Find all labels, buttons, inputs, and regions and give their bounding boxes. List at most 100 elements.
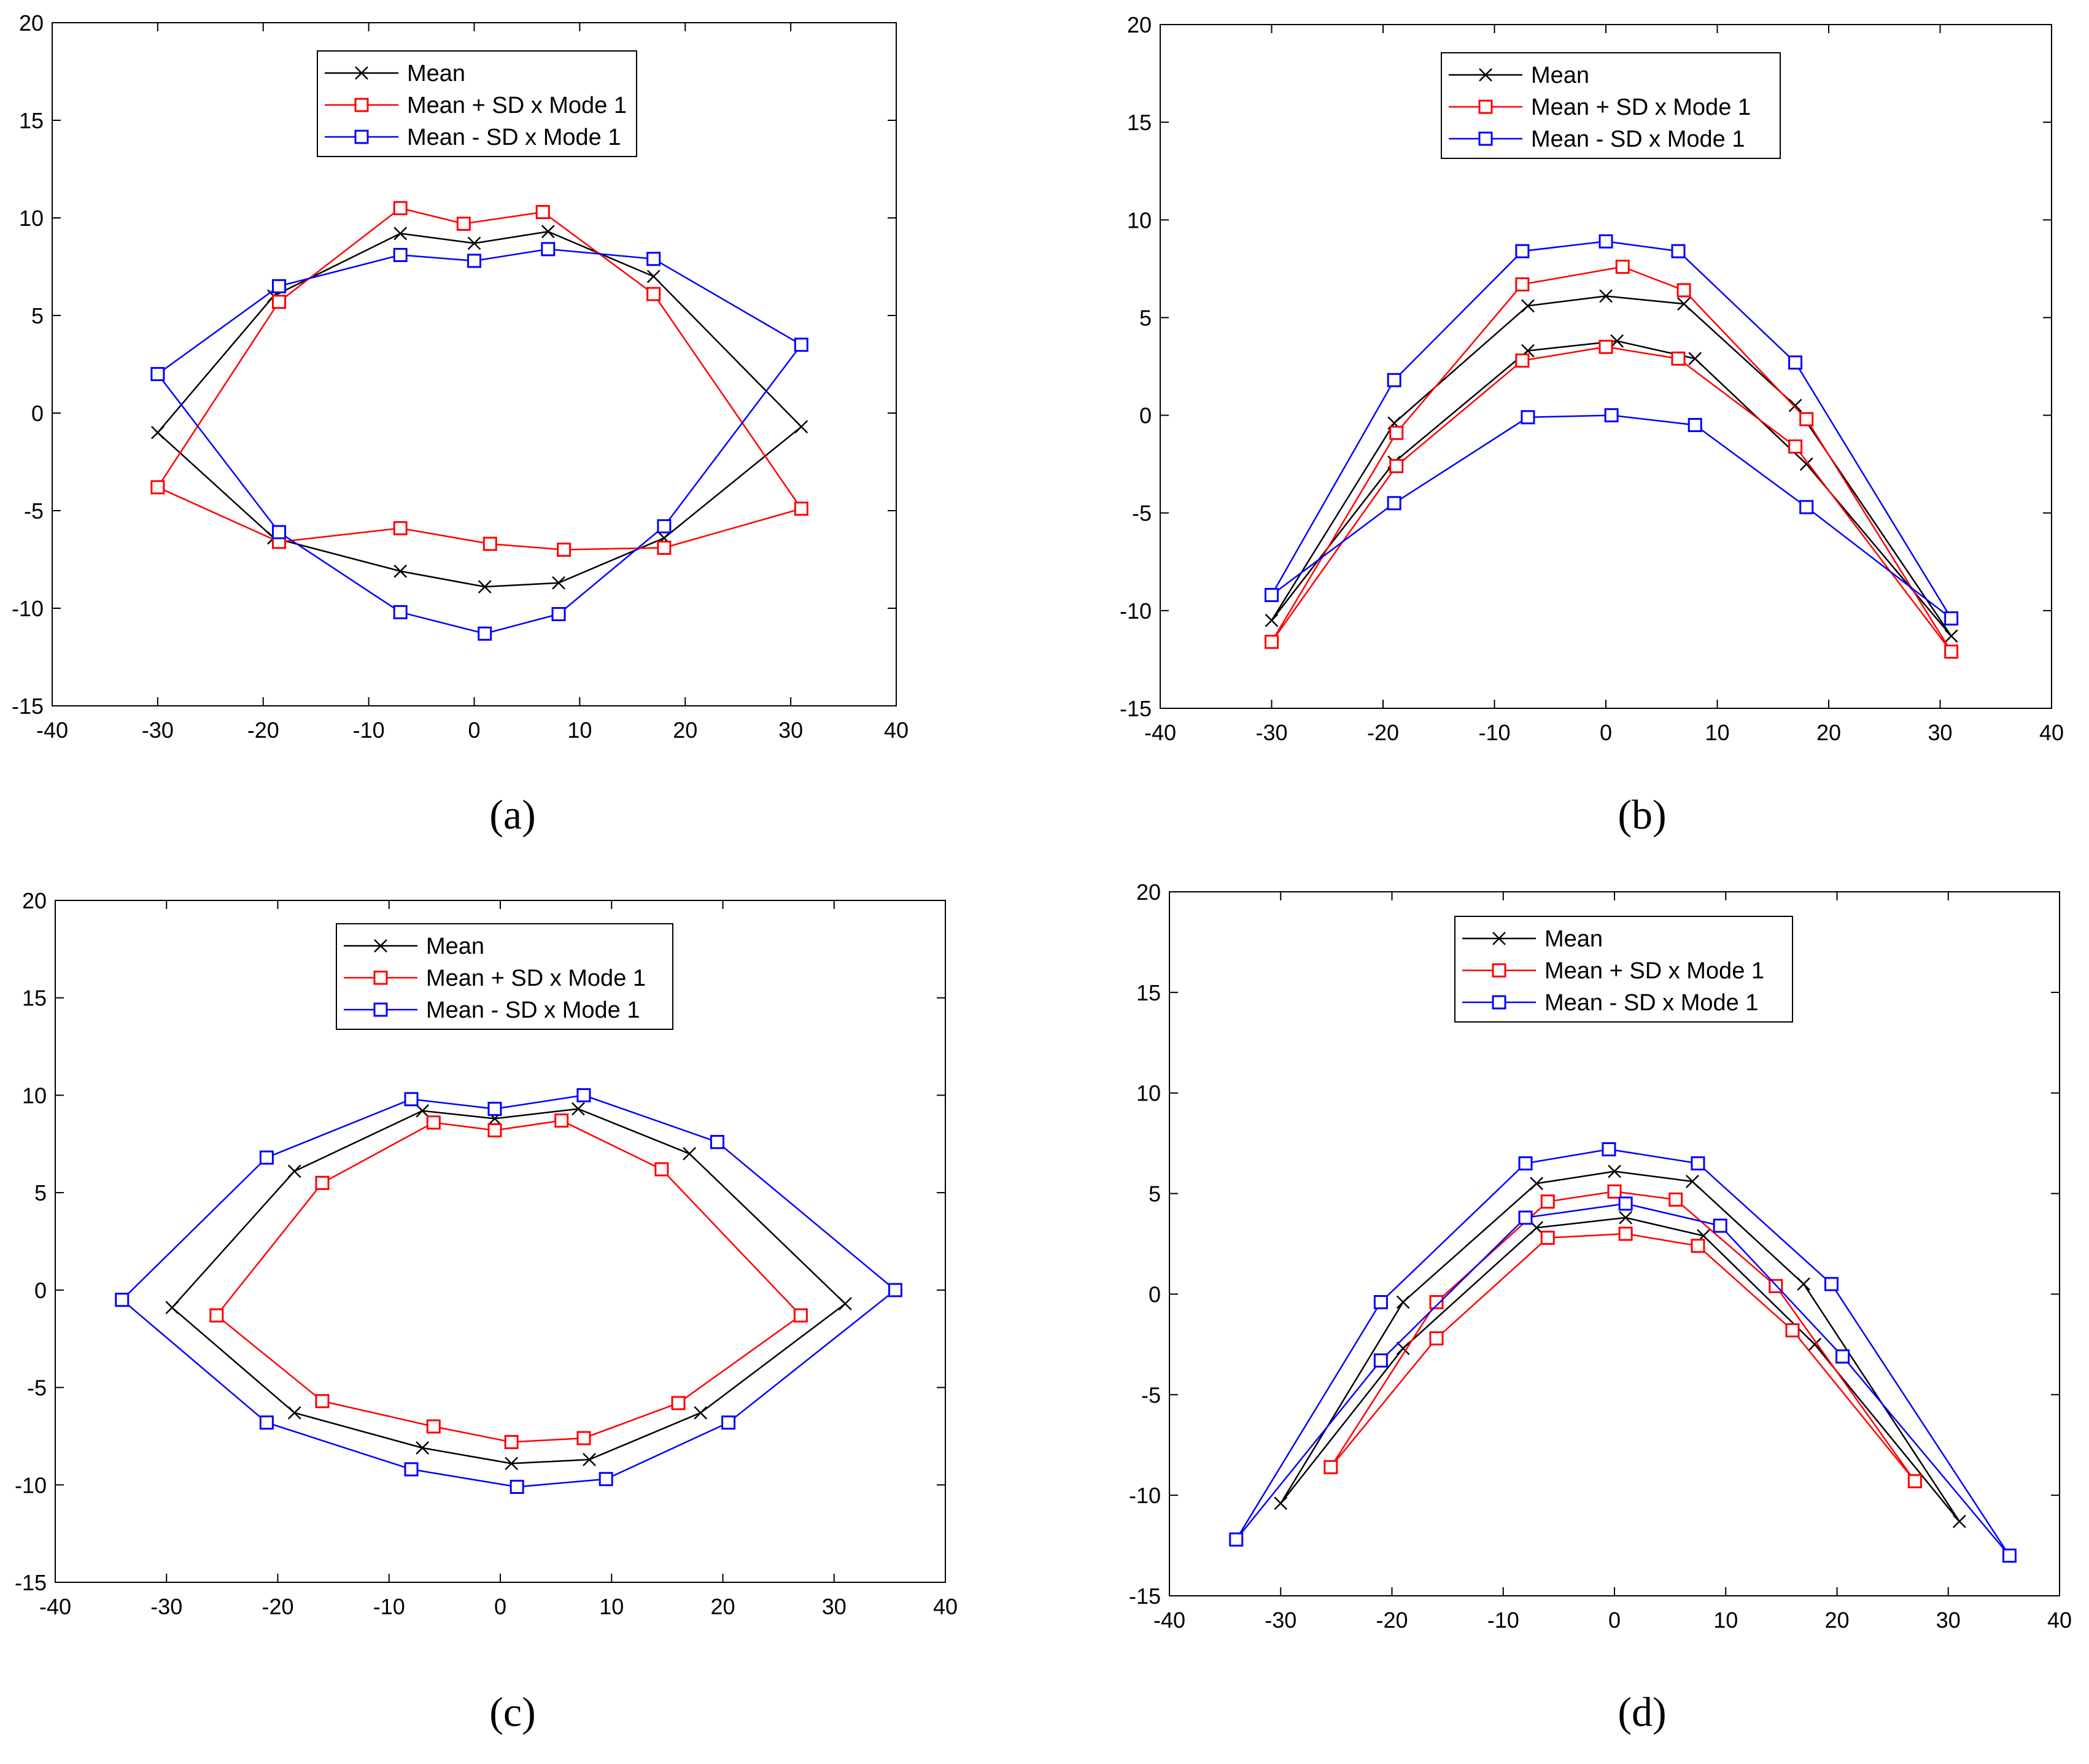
panel-d: -40 -30 -20 -10 0 10 20 30 40 -15 -10 -5 0 5 10 15 20 Mea… xyxy=(1129,880,2072,1735)
legend: Mean Mean + SD x Mode 1 Mean - SD x Mode 1 xyxy=(317,50,637,157)
square-marker-6 xyxy=(794,338,808,352)
x-marker-stroke xyxy=(1797,1277,1811,1291)
x-tick-label: -20 xyxy=(1376,1607,1408,1633)
y-tick-label: 5 xyxy=(1139,305,1152,330)
panel-caption: (c) xyxy=(489,1689,535,1735)
x-marker-0 xyxy=(1265,613,1279,627)
x-marker-stroke xyxy=(1396,1342,1410,1355)
square-marker-9 xyxy=(478,626,492,641)
x-tick-label: 30 xyxy=(822,1594,847,1619)
y-tick-label: -10 xyxy=(15,1472,47,1498)
y-tick-label: -15 xyxy=(1129,1584,1161,1609)
square-marker-0 xyxy=(150,480,165,495)
square-marker-11 xyxy=(1389,458,1404,473)
x-marker-5 xyxy=(683,1147,697,1161)
square-marker-5 xyxy=(654,1162,669,1177)
square-marker-9 xyxy=(510,1479,524,1494)
square-marker-0 xyxy=(1229,1532,1244,1547)
y-tick-label: 0 xyxy=(1139,403,1152,428)
x-marker-6 xyxy=(794,420,808,434)
square-marker-10 xyxy=(1540,1231,1555,1245)
square-marker-3 xyxy=(1599,234,1613,249)
legend-item-2: Mean - SD x Mode 1 xyxy=(344,997,640,1023)
x-marker-stroke xyxy=(1944,629,1958,643)
square-marker-7 xyxy=(1788,439,1803,454)
x-marker-stroke xyxy=(1479,68,1492,82)
square-marker-5 xyxy=(710,1135,724,1150)
legend: Mean Mean + SD x Mode 1 Mean - SD x Mode 1 xyxy=(1454,916,1793,1023)
square-marker-6 xyxy=(2002,1548,2017,1563)
legend-item-0: Mean xyxy=(325,61,465,87)
x-marker-2 xyxy=(416,1104,430,1118)
x-marker-stroke xyxy=(1492,932,1506,945)
square-marker-5 xyxy=(1824,1277,1839,1291)
y-tick-label: -5 xyxy=(1141,1382,1161,1407)
square-marker-legend xyxy=(354,130,369,144)
square-marker-3 xyxy=(1615,260,1630,274)
x-marker-legend xyxy=(1479,68,1492,82)
x-marker-4 xyxy=(1685,1175,1699,1188)
square-marker-4 xyxy=(1676,283,1691,298)
legend-label: Mean - SD x Mode 1 xyxy=(426,997,640,1023)
x-marker-stroke xyxy=(683,1147,697,1161)
square-marker-1 xyxy=(315,1175,330,1190)
x-marker-legend xyxy=(355,66,368,80)
x-tick-label: 0 xyxy=(1600,720,1612,745)
square-marker-8 xyxy=(1671,351,1686,366)
square-marker-0 xyxy=(150,366,165,381)
x-marker-legend xyxy=(374,939,387,953)
y-tick-label: -5 xyxy=(27,1375,47,1401)
square-marker-4 xyxy=(1668,1192,1683,1207)
x-marker-7 xyxy=(1799,457,1813,471)
x-marker-3 xyxy=(1608,1164,1621,1178)
square-marker-11 xyxy=(1387,496,1401,511)
legend-item-1: Mean + SD x Mode 1 xyxy=(1449,95,1751,120)
x-tick-label: 0 xyxy=(468,718,480,743)
y-tick-label: 5 xyxy=(1149,1182,1161,1207)
square-marker-11 xyxy=(259,1415,274,1430)
legend-item-2: Mean - SD x Mode 1 xyxy=(325,125,621,150)
square-marker-5 xyxy=(646,287,661,301)
square-marker-10 xyxy=(393,521,408,536)
square-marker-10 xyxy=(1518,1210,1533,1225)
x-marker-stroke xyxy=(1619,1211,1633,1224)
legend-label: Mean xyxy=(1544,926,1603,952)
legend-item-2: Mean - SD x Mode 1 xyxy=(1449,126,1745,152)
square-marker-8 xyxy=(557,543,572,557)
x-marker-0 xyxy=(150,425,165,439)
square-marker-legend xyxy=(1478,99,1493,114)
panel-b: -40 -30 -20 -10 0 10 20 30 40 -15 -10 -5 0 5 10 15 20 Mea… xyxy=(1120,12,2064,838)
legend-item-1: Mean + SD x Mode 1 xyxy=(325,93,627,118)
x-marker-stroke xyxy=(541,225,555,239)
square-marker-8 xyxy=(1713,1218,1727,1233)
legend-item-1: Mean + SD x Mode 1 xyxy=(344,965,646,991)
y-tick-label: 0 xyxy=(1149,1282,1161,1307)
square-marker-1 xyxy=(1389,425,1404,440)
x-tick-label: -10 xyxy=(1487,1607,1519,1633)
x-marker-stroke xyxy=(165,1301,179,1315)
series-mean-sd-x-mode-1 xyxy=(115,1088,902,1494)
x-marker-4 xyxy=(541,225,555,239)
square-marker-4 xyxy=(1671,244,1686,258)
panel-c: -40 -30 -20 -10 0 10 20 30 40 -15 -10 -5 0 5 10 15 20 Mea… xyxy=(15,888,958,1735)
square-marker-8 xyxy=(1691,1239,1705,1253)
square-marker-9 xyxy=(1618,1196,1633,1211)
x-marker-stroke xyxy=(794,420,808,434)
x-marker-4 xyxy=(1677,297,1691,311)
x-marker-stroke xyxy=(287,1164,301,1178)
square-marker-1 xyxy=(1373,1295,1388,1310)
x-marker-stroke xyxy=(571,1102,585,1116)
series-mean-sd-x-mode-1 xyxy=(1324,1184,1922,1488)
x-marker-stroke xyxy=(505,1456,519,1471)
square-marker-1 xyxy=(1429,1295,1444,1310)
x-marker-10 xyxy=(416,1441,430,1455)
square-marker-0 xyxy=(209,1308,224,1323)
x-marker-stroke xyxy=(287,1406,301,1420)
legend-label: Mean xyxy=(426,934,484,959)
legend-label: Mean xyxy=(1531,63,1589,88)
square-marker-legend xyxy=(354,98,369,112)
square-marker-4 xyxy=(535,204,550,219)
x-marker-stroke xyxy=(393,226,408,241)
y-tick-label: 20 xyxy=(19,10,44,36)
y-tick-label: 10 xyxy=(1127,207,1152,233)
